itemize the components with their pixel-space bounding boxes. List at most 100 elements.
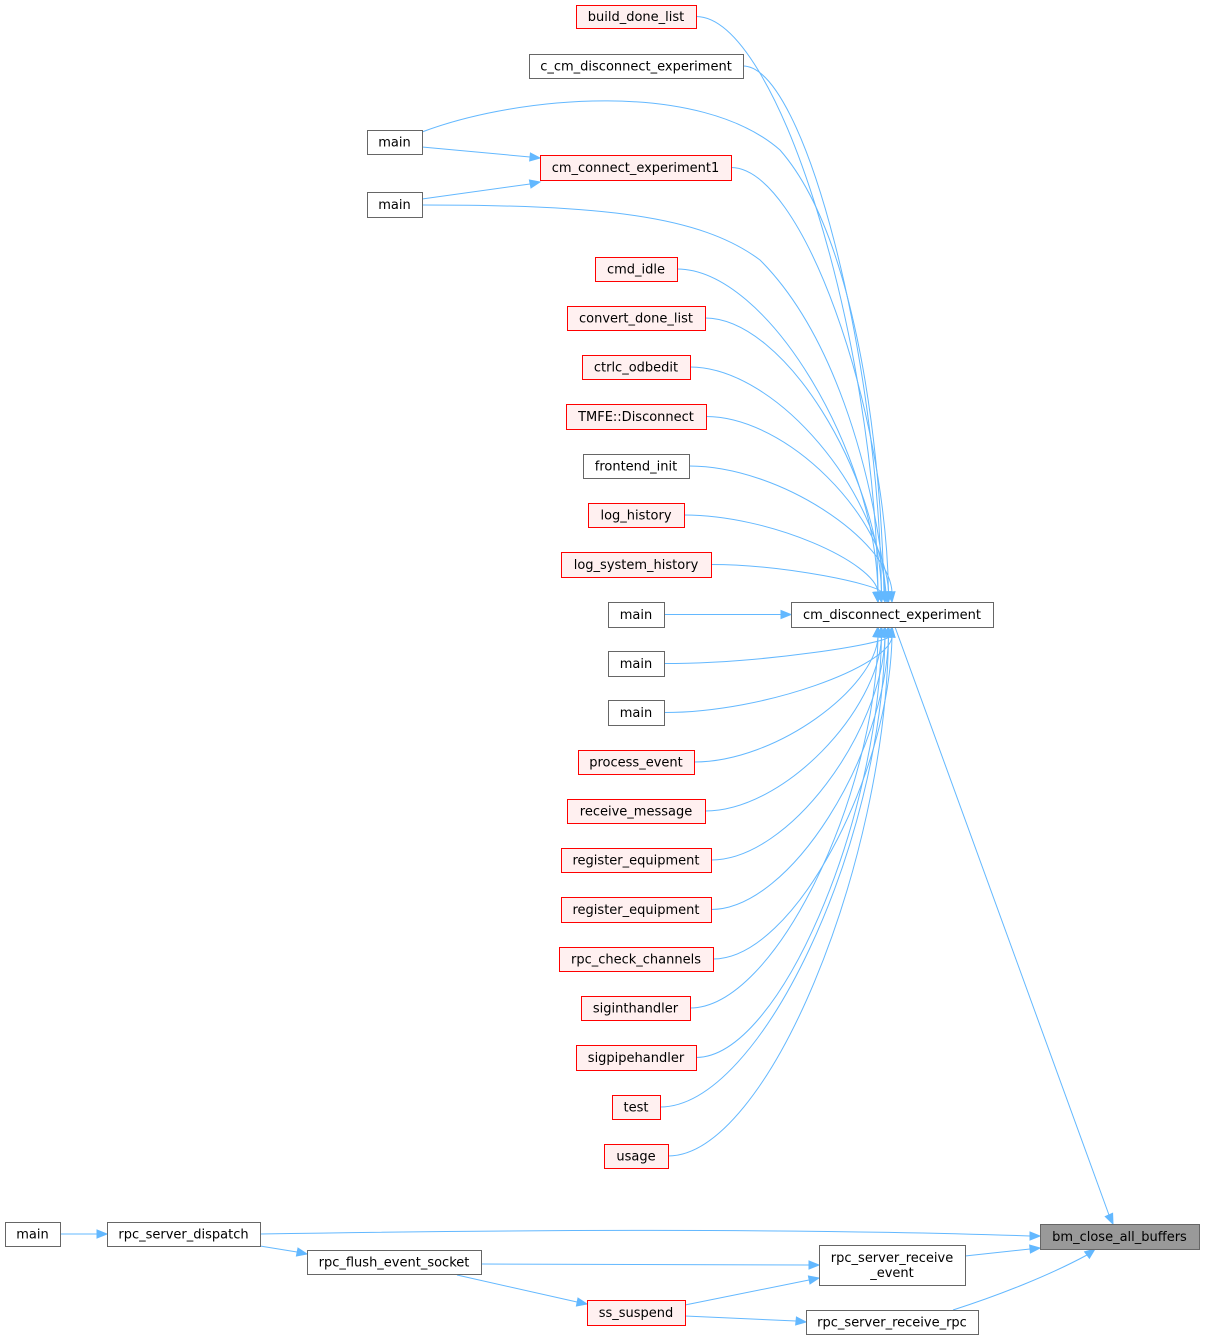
arrow-head bbox=[882, 625, 893, 638]
node-box[interactable] bbox=[587, 1300, 686, 1326]
node-label: rpc_server_dispatch bbox=[118, 1228, 248, 1243]
edge bbox=[730, 167, 889, 593]
arrow-head bbox=[1104, 1212, 1114, 1226]
edge bbox=[421, 183, 531, 200]
node-box[interactable] bbox=[566, 404, 707, 430]
edge bbox=[964, 1248, 1031, 1257]
arrow-head bbox=[780, 609, 793, 620]
node-box[interactable] bbox=[588, 503, 685, 528]
node-label: ctrlc_odbedit bbox=[594, 361, 678, 376]
edge bbox=[710, 636, 886, 861]
edge bbox=[421, 204, 887, 593]
node-box[interactable] bbox=[791, 602, 994, 628]
node-box[interactable] bbox=[819, 1245, 966, 1286]
node-label: convert_done_list bbox=[579, 312, 693, 327]
edge bbox=[421, 100, 885, 593]
arrow-head bbox=[1083, 1248, 1097, 1260]
edge bbox=[705, 416, 889, 593]
arrow-head bbox=[529, 152, 542, 162]
node-label: process_event bbox=[589, 756, 682, 771]
edge bbox=[695, 636, 882, 1058]
node-label: TMFE::Disconnect bbox=[577, 410, 694, 425]
node-box[interactable] bbox=[107, 1222, 261, 1247]
node-label: rpc_server_receive bbox=[831, 1251, 953, 1266]
node-label: rpc_server_receive_rpc bbox=[817, 1316, 967, 1331]
node-label: main bbox=[620, 706, 652, 721]
node-label: c_cm_disconnect_experiment bbox=[540, 60, 732, 75]
node-label: log_history bbox=[600, 509, 671, 524]
arrow-head bbox=[795, 1316, 808, 1326]
node-box[interactable] bbox=[581, 996, 691, 1021]
node-label: cm_disconnect_experiment bbox=[803, 608, 981, 623]
edge bbox=[695, 16, 879, 593]
node-label: test bbox=[624, 1101, 649, 1116]
node-label: rpc_check_channels bbox=[571, 953, 701, 968]
node-label: main bbox=[378, 136, 410, 151]
edge bbox=[259, 1230, 1031, 1237]
node-box[interactable] bbox=[529, 54, 744, 79]
node-box[interactable] bbox=[582, 355, 691, 380]
node-box[interactable] bbox=[307, 1250, 482, 1275]
arrow-head bbox=[528, 179, 542, 189]
node-box[interactable] bbox=[583, 454, 690, 479]
edge bbox=[710, 564, 882, 593]
node-box[interactable] bbox=[559, 947, 714, 972]
node-label: main bbox=[378, 198, 410, 213]
node-label: main bbox=[620, 657, 652, 672]
node-box[interactable] bbox=[578, 750, 695, 775]
node-box[interactable] bbox=[561, 552, 712, 578]
edge bbox=[684, 1279, 810, 1306]
node-box[interactable] bbox=[567, 306, 706, 331]
edge bbox=[952, 1254, 1088, 1311]
edge bbox=[742, 65, 882, 593]
node-box[interactable] bbox=[367, 192, 423, 218]
node-label: _event bbox=[869, 1266, 914, 1281]
node-label: main bbox=[16, 1228, 48, 1243]
node-box[interactable] bbox=[595, 257, 678, 282]
node-box[interactable] bbox=[608, 700, 665, 726]
edge bbox=[693, 636, 879, 763]
node-box[interactable] bbox=[561, 848, 712, 873]
arrow-head bbox=[96, 1229, 109, 1239]
node-label: cm_connect_experiment1 bbox=[552, 161, 720, 176]
node-label: main bbox=[620, 608, 652, 623]
node-label: siginthandler bbox=[593, 1002, 679, 1017]
node-label: frontend_init bbox=[595, 460, 677, 475]
node-label: rpc_flush_event_socket bbox=[319, 1256, 470, 1271]
node-box[interactable] bbox=[561, 897, 712, 923]
edge bbox=[659, 636, 886, 1108]
edge bbox=[676, 268, 879, 593]
arrow-head bbox=[807, 1275, 821, 1285]
node-box[interactable] bbox=[604, 1144, 669, 1169]
edge bbox=[688, 465, 893, 593]
node-box[interactable] bbox=[1040, 1224, 1200, 1250]
node-label: receive_message bbox=[580, 805, 692, 820]
node-label: log_system_history bbox=[574, 558, 699, 573]
node-box[interactable] bbox=[608, 651, 665, 677]
node-box[interactable] bbox=[567, 799, 706, 824]
node-box[interactable] bbox=[612, 1095, 661, 1120]
edge bbox=[712, 636, 893, 960]
edge bbox=[683, 514, 879, 593]
node-box[interactable] bbox=[367, 130, 423, 155]
node-label: usage bbox=[616, 1150, 655, 1165]
node-box[interactable] bbox=[806, 1310, 979, 1335]
edge bbox=[704, 317, 882, 593]
node-box[interactable] bbox=[608, 602, 665, 628]
edge bbox=[421, 146, 531, 158]
node-label: sigpipehandler bbox=[588, 1051, 685, 1066]
edge bbox=[456, 1274, 578, 1303]
edge bbox=[663, 636, 893, 713]
node-box[interactable] bbox=[576, 1045, 697, 1071]
edge bbox=[704, 636, 882, 812]
node-box[interactable] bbox=[540, 155, 732, 181]
edge bbox=[480, 1263, 810, 1266]
edges bbox=[60, 16, 1114, 1326]
arrow-head bbox=[1029, 1244, 1042, 1254]
node-box[interactable] bbox=[576, 5, 697, 29]
arrow-head bbox=[1029, 1231, 1042, 1241]
node-box[interactable] bbox=[5, 1222, 61, 1247]
edge bbox=[259, 1245, 298, 1253]
node-label: register_equipment bbox=[573, 854, 700, 869]
